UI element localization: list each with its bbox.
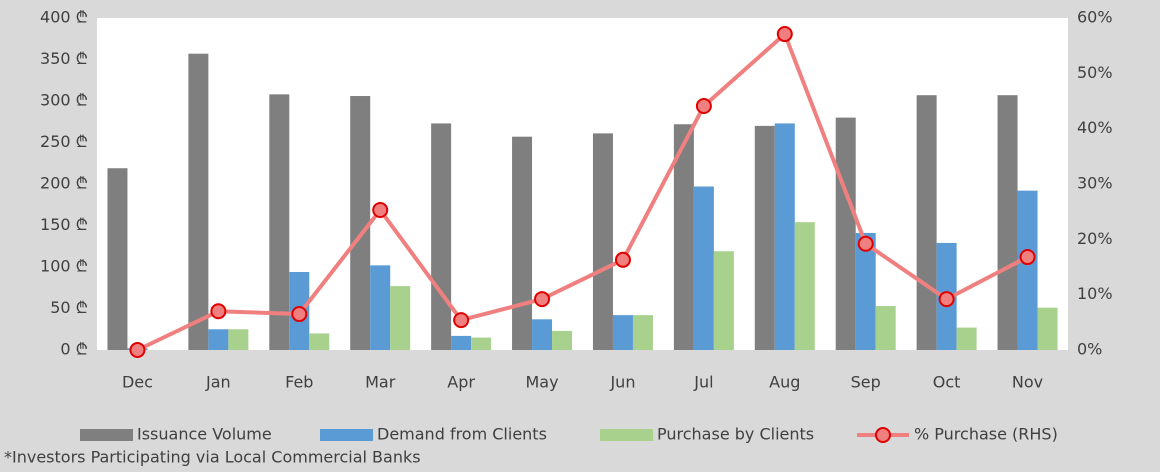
bar <box>774 123 795 350</box>
marker <box>857 235 874 252</box>
bar <box>107 168 128 350</box>
bar <box>673 124 694 351</box>
y-tick-label: 0 ₾ <box>60 340 88 359</box>
bar <box>835 117 856 350</box>
y2-tick-label: 30% <box>1077 174 1113 193</box>
bar <box>269 94 290 350</box>
bar <box>754 125 775 351</box>
footnote: *Investors Participating via Local Comme… <box>4 448 421 467</box>
marker <box>614 251 631 268</box>
legend-label: Issuance Volume <box>137 425 272 444</box>
bar <box>713 251 734 350</box>
bar <box>188 53 209 350</box>
y2-tick-label: 20% <box>1077 229 1113 248</box>
legend-marker <box>875 427 891 443</box>
x-tick-label: May <box>526 373 559 392</box>
x-tick-label: Nov <box>1012 373 1043 392</box>
x-tick-label: Apr <box>447 373 475 392</box>
bar <box>471 337 492 350</box>
marker <box>291 306 308 323</box>
x-tick-label: Feb <box>285 373 313 392</box>
x-tick-label: Oct <box>933 373 961 392</box>
bar <box>855 232 876 350</box>
marker <box>938 291 955 308</box>
y-tick-label: 200 ₾ <box>40 174 88 193</box>
y2-tick-label: 50% <box>1077 63 1113 82</box>
bar <box>208 329 229 350</box>
legend-label: Purchase by Clients <box>657 425 814 444</box>
marker <box>210 303 227 320</box>
bar <box>309 333 330 350</box>
legend-swatch <box>320 429 373 441</box>
bar <box>612 315 633 350</box>
bar <box>794 222 815 350</box>
bar <box>875 306 896 350</box>
marker <box>776 26 793 43</box>
legend-label: % Purchase (RHS) <box>914 425 1058 444</box>
bar <box>592 133 613 350</box>
y-tick-label: 300 ₾ <box>40 91 88 110</box>
bar <box>532 319 553 350</box>
bar <box>228 329 249 350</box>
y2-tick-label: 0% <box>1077 340 1102 359</box>
bar <box>1037 307 1058 350</box>
legend-label: Demand from Clients <box>377 425 547 444</box>
y-tick-label: 100 ₾ <box>40 257 88 276</box>
marker <box>453 312 470 329</box>
y2-tick-label: 10% <box>1077 284 1113 303</box>
bar <box>693 186 714 350</box>
bar <box>552 330 573 350</box>
y2-tick-label: 60% <box>1077 8 1113 27</box>
marker <box>695 97 712 114</box>
x-tick-label: Aug <box>769 373 800 392</box>
marker <box>534 291 551 308</box>
x-tick-label: Dec <box>122 373 153 392</box>
bar <box>1017 190 1038 350</box>
bar <box>350 96 371 351</box>
plot-area <box>97 18 1068 350</box>
y-tick-label: 50 ₾ <box>50 298 88 317</box>
bar <box>451 335 472 350</box>
bar <box>390 286 411 350</box>
legend-swatch <box>80 429 133 441</box>
x-tick-label: Sep <box>851 373 881 392</box>
x-tick-label: Mar <box>365 373 396 392</box>
y-tick-label: 350 ₾ <box>40 49 88 68</box>
marker <box>1019 249 1036 266</box>
bar <box>431 123 452 350</box>
y2-tick-label: 40% <box>1077 118 1113 137</box>
bar <box>916 95 937 350</box>
y-tick-label: 150 ₾ <box>40 215 88 234</box>
bar <box>512 136 533 350</box>
bar <box>997 95 1018 350</box>
x-tick-label: Jun <box>609 373 635 392</box>
y-tick-label: 250 ₾ <box>40 132 88 151</box>
bar <box>956 327 977 350</box>
bar <box>632 315 653 350</box>
legend-swatch <box>600 429 653 441</box>
marker <box>372 202 389 219</box>
x-tick-label: Jan <box>205 373 231 392</box>
y-tick-label: 400 ₾ <box>40 8 88 27</box>
marker <box>129 342 146 358</box>
x-tick-label: Jul <box>693 373 713 392</box>
line <box>136 32 1029 352</box>
bar <box>370 265 391 350</box>
